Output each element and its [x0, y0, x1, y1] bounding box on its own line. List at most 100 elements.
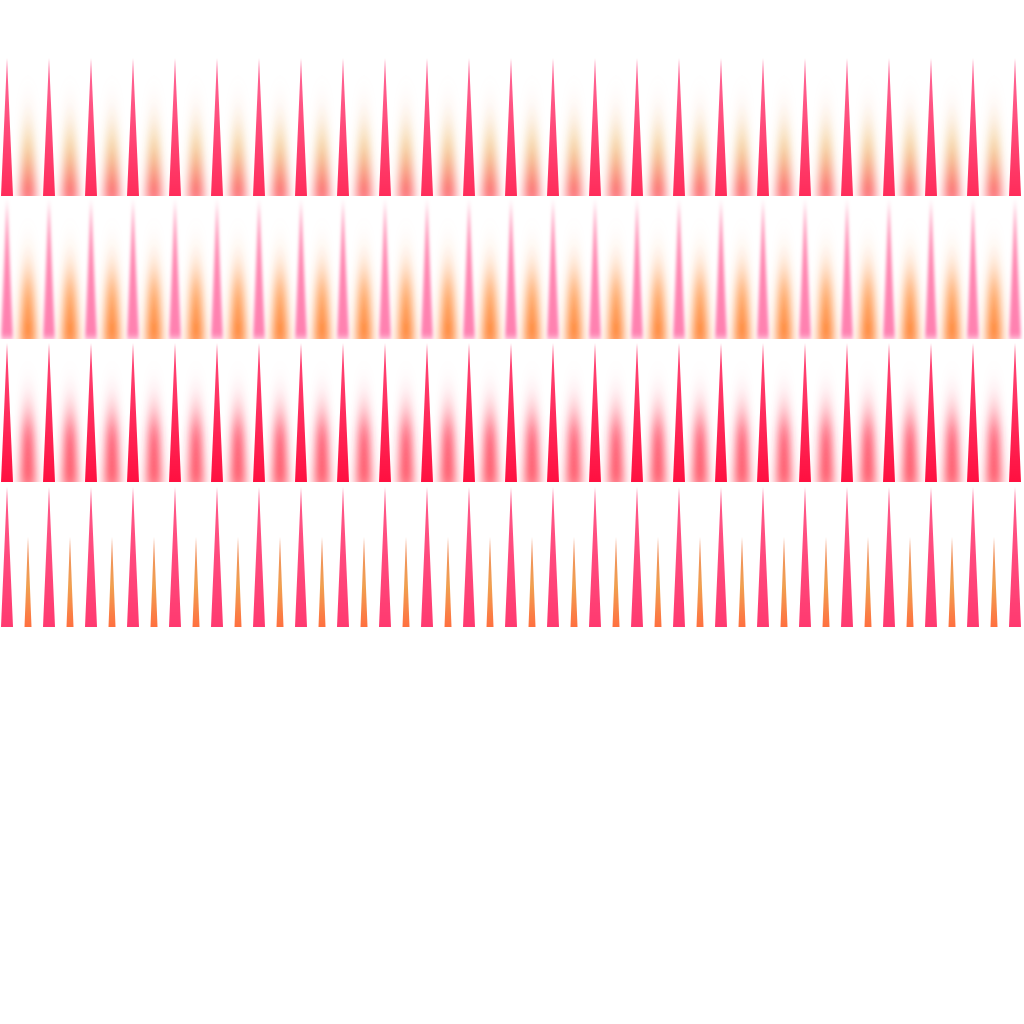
spike-primary	[169, 58, 181, 196]
spike-secondary	[356, 218, 372, 339]
spike-primary	[211, 487, 223, 627]
spike-primary	[967, 343, 979, 482]
spike-secondary	[192, 537, 200, 627]
spike-secondary	[146, 76, 162, 196]
spike-secondary	[692, 361, 708, 482]
spike-secondary	[612, 537, 620, 627]
spike-secondary	[608, 218, 624, 339]
spike-primary	[841, 200, 853, 339]
spike-primary	[547, 487, 559, 627]
spike-primary	[379, 58, 391, 196]
spike-primary	[799, 200, 811, 339]
spike-secondary	[230, 218, 246, 339]
spike-primary	[295, 58, 307, 196]
spike-primary	[631, 200, 643, 339]
spike-primary	[505, 58, 517, 196]
spike-primary	[127, 487, 139, 627]
spike-primary	[127, 58, 139, 196]
spike-secondary	[524, 76, 540, 196]
spike-primary	[43, 487, 55, 627]
spike-secondary	[440, 76, 456, 196]
spike-secondary	[566, 218, 582, 339]
spike-primary	[463, 343, 475, 482]
spike-secondary	[62, 361, 78, 482]
spike-secondary	[150, 537, 158, 627]
spike-row-orange-glow	[1, 200, 1021, 339]
spike-primary	[85, 343, 97, 482]
spike-secondary	[188, 361, 204, 482]
spike-primary	[757, 58, 769, 196]
spike-primary	[1, 58, 13, 196]
spike-primary	[1009, 343, 1021, 482]
spike-secondary	[944, 76, 960, 196]
spike-primary	[673, 487, 685, 627]
spike-primary	[169, 200, 181, 339]
spike-primary	[505, 200, 517, 339]
spike-secondary	[276, 537, 284, 627]
spike-primary	[337, 200, 349, 339]
spike-primary	[253, 58, 265, 196]
spike-secondary	[692, 76, 708, 196]
spike-primary	[757, 200, 769, 339]
spike-secondary	[272, 76, 288, 196]
spike-secondary	[62, 218, 78, 339]
spike-primary	[799, 487, 811, 627]
spike-primary	[1, 200, 13, 339]
spike-primary	[883, 487, 895, 627]
spike-secondary	[986, 218, 1002, 339]
spike-secondary	[818, 218, 834, 339]
spike-primary	[421, 58, 433, 196]
spike-primary	[379, 487, 391, 627]
spike-secondary	[734, 361, 750, 482]
spike-primary	[505, 343, 517, 482]
spike-primary	[337, 58, 349, 196]
spike-row-sharp	[1, 487, 1021, 627]
spike-secondary	[570, 537, 578, 627]
spike-primary	[883, 343, 895, 482]
spike-secondary	[402, 537, 410, 627]
spike-primary	[85, 58, 97, 196]
spike-primary	[211, 343, 223, 482]
spike-secondary	[486, 537, 494, 627]
spike-secondary	[398, 76, 414, 196]
spike-primary	[253, 200, 265, 339]
spike-primary	[757, 343, 769, 482]
spike-primary	[43, 58, 55, 196]
spike-primary	[631, 487, 643, 627]
spike-primary	[463, 58, 475, 196]
spike-secondary	[104, 76, 120, 196]
spike-secondary	[360, 537, 368, 627]
spike-primary	[631, 343, 643, 482]
spike-secondary	[990, 537, 998, 627]
spike-secondary	[864, 537, 872, 627]
spike-primary	[421, 343, 433, 482]
spike-primary	[799, 58, 811, 196]
spike-primary	[1009, 200, 1021, 339]
spike-secondary	[734, 76, 750, 196]
spike-secondary	[104, 361, 120, 482]
spike-secondary	[650, 76, 666, 196]
spike-secondary	[696, 537, 704, 627]
spike-secondary	[230, 361, 246, 482]
spike-secondary	[314, 218, 330, 339]
spike-primary	[967, 487, 979, 627]
spike-primary	[589, 487, 601, 627]
spike-primary	[211, 200, 223, 339]
spike-primary	[169, 343, 181, 482]
spike-secondary	[860, 218, 876, 339]
spike-secondary	[24, 537, 32, 627]
spike-secondary	[608, 76, 624, 196]
spike-secondary	[860, 361, 876, 482]
spike-secondary	[20, 218, 36, 339]
spike-primary	[841, 487, 853, 627]
spike-primary	[295, 343, 307, 482]
spike-secondary	[272, 218, 288, 339]
spike-rows	[1, 58, 1021, 627]
spike-secondary	[188, 218, 204, 339]
spike-secondary	[440, 218, 456, 339]
spike-secondary	[650, 218, 666, 339]
spike-primary	[85, 487, 97, 627]
spike-secondary	[566, 361, 582, 482]
spike-secondary	[776, 76, 792, 196]
